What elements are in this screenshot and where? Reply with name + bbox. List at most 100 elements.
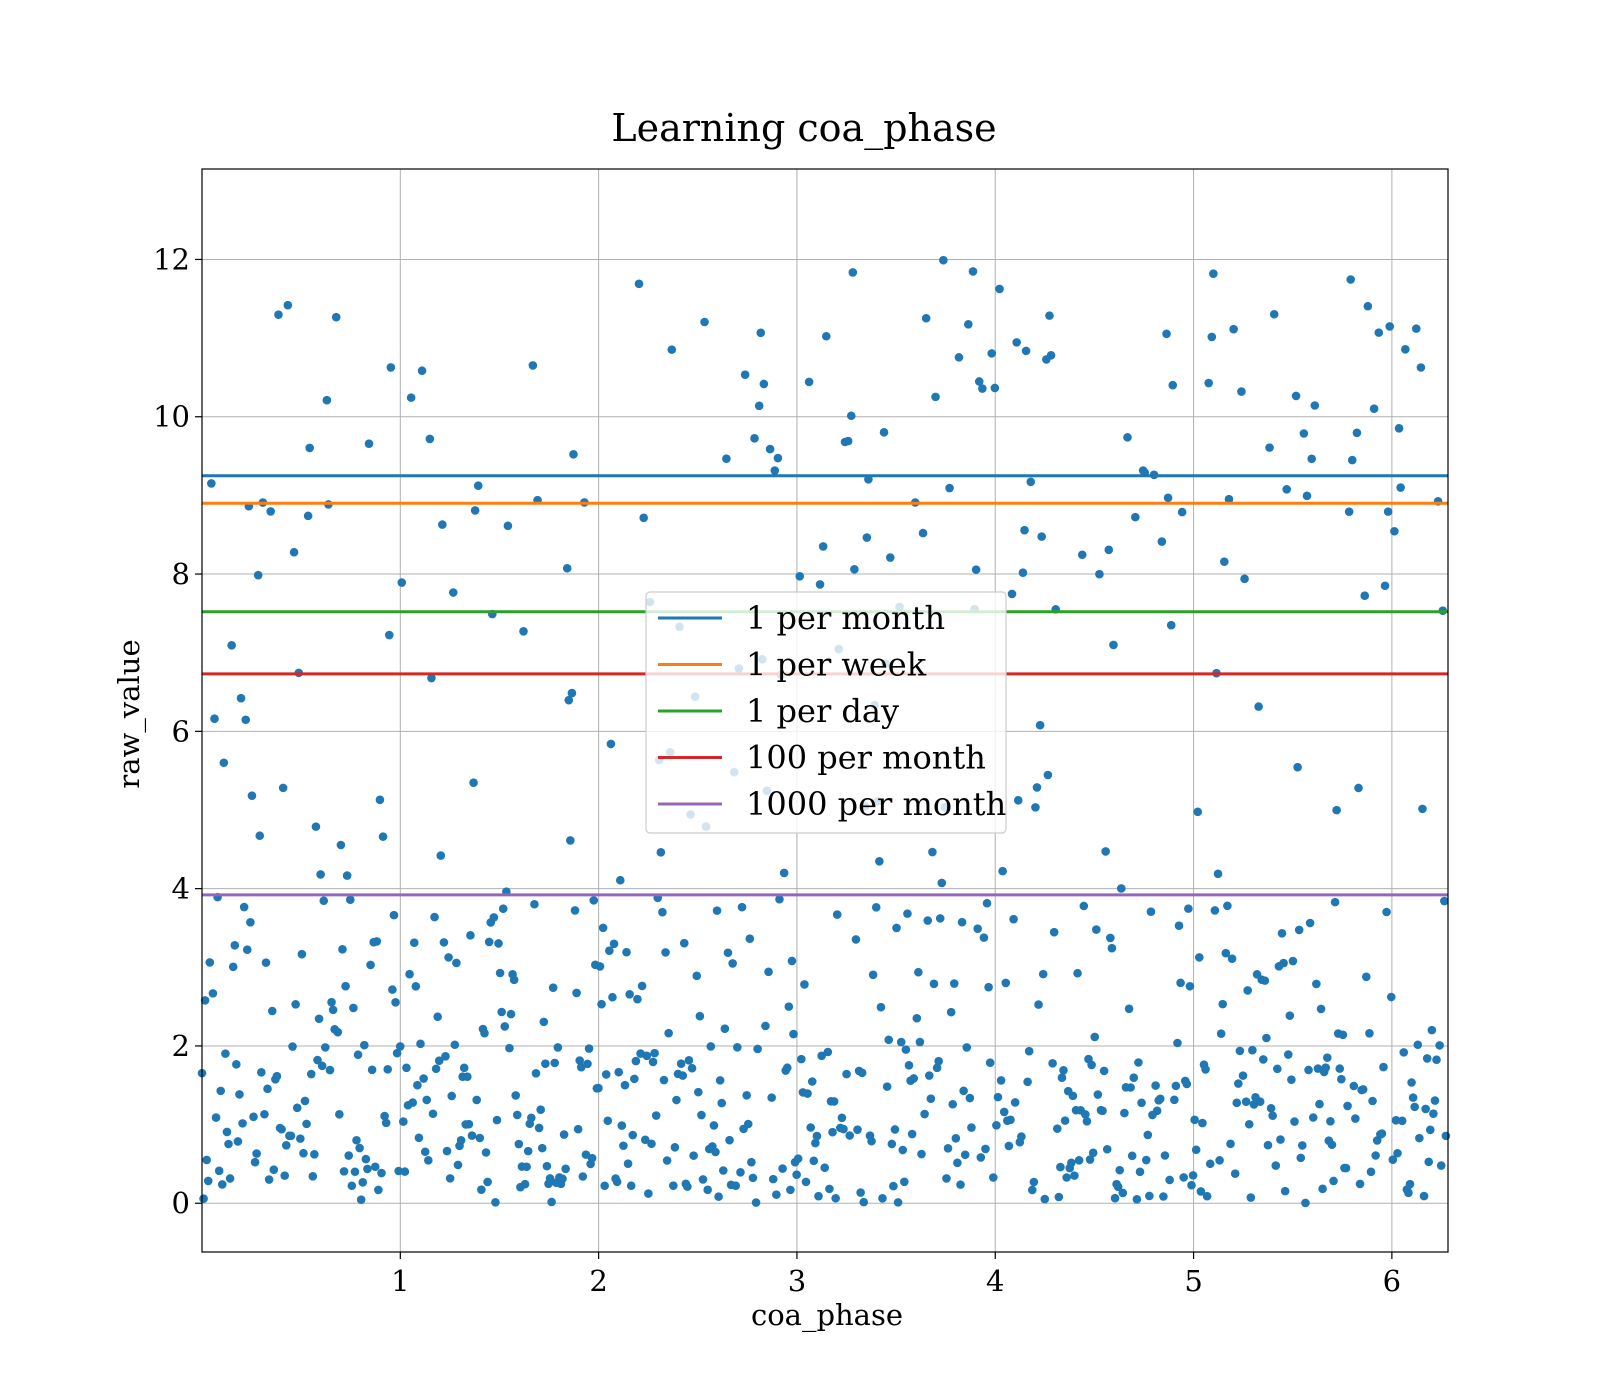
scatter-point bbox=[1037, 532, 1046, 541]
scatter-point bbox=[506, 1009, 516, 1019]
scatter-point bbox=[929, 979, 939, 989]
scatter-point bbox=[1132, 1195, 1142, 1204]
scatter-point bbox=[1365, 1029, 1374, 1038]
scatter-point bbox=[1358, 1085, 1368, 1094]
scatter-point bbox=[1202, 1191, 1212, 1201]
scatter-point bbox=[1198, 1118, 1207, 1128]
scatter-point bbox=[1298, 1141, 1307, 1150]
scatter-point bbox=[1151, 1081, 1160, 1090]
scatter-point bbox=[1419, 1191, 1429, 1201]
scatter-point bbox=[1355, 1179, 1365, 1189]
scatter-point bbox=[491, 1198, 500, 1207]
scatter-point bbox=[434, 1056, 444, 1065]
scatter-point bbox=[527, 1113, 536, 1123]
scatter-point bbox=[843, 436, 853, 446]
scatter-point bbox=[606, 739, 616, 749]
y-axis-label: raw_value bbox=[112, 639, 147, 788]
scatter-point bbox=[464, 1119, 474, 1129]
scatter-point bbox=[1296, 1153, 1306, 1163]
scatter-point bbox=[623, 1159, 633, 1168]
scatter-point bbox=[236, 693, 246, 703]
scatter-point bbox=[1166, 620, 1176, 630]
scatter-point bbox=[238, 1119, 247, 1128]
scatter-point bbox=[505, 1043, 514, 1053]
scatter-point bbox=[1379, 1062, 1388, 1072]
scatter-point bbox=[934, 1056, 943, 1066]
scatter-point bbox=[779, 868, 789, 878]
scatter-point bbox=[1421, 1104, 1430, 1114]
scatter-point bbox=[917, 1149, 926, 1159]
scatter-point bbox=[216, 1086, 226, 1096]
scatter-point bbox=[990, 383, 1000, 393]
scatter-point bbox=[973, 924, 982, 933]
scatter-point bbox=[495, 968, 505, 978]
scatter-point bbox=[221, 1049, 230, 1058]
scatter-point bbox=[1143, 1130, 1153, 1140]
scatter-point bbox=[1110, 1193, 1120, 1203]
scatter-point bbox=[241, 715, 251, 725]
scatter-point bbox=[500, 1022, 510, 1031]
scatter-point bbox=[612, 1177, 622, 1187]
scatter-point bbox=[1104, 545, 1114, 555]
scatter-point bbox=[389, 910, 399, 920]
scatter-point bbox=[949, 979, 959, 988]
scatter-point bbox=[1127, 1151, 1137, 1161]
scatter-point bbox=[1237, 387, 1246, 396]
scatter-point bbox=[754, 401, 764, 411]
scatter-point bbox=[935, 914, 945, 923]
scatter-point bbox=[806, 1123, 815, 1132]
scatter-point bbox=[1048, 1059, 1057, 1068]
scatter-point bbox=[1081, 1110, 1090, 1119]
scatter-point bbox=[349, 1003, 358, 1013]
scatter-point bbox=[1424, 1157, 1434, 1167]
scatter-point bbox=[566, 836, 575, 845]
scatter-point bbox=[1354, 783, 1363, 793]
scatter-point bbox=[498, 904, 508, 914]
scatter-point bbox=[409, 938, 419, 948]
scatter-point bbox=[1432, 1055, 1441, 1065]
scatter-point bbox=[999, 1107, 1009, 1117]
scatter-point bbox=[1388, 1155, 1398, 1164]
scatter-point bbox=[338, 945, 347, 954]
scatter-point bbox=[503, 521, 513, 531]
scatter-point bbox=[1361, 972, 1371, 982]
scatter-point bbox=[700, 317, 709, 327]
y-tick-label: 6 bbox=[172, 714, 190, 748]
scatter-point bbox=[1436, 1161, 1446, 1170]
scatter-point bbox=[890, 1125, 900, 1134]
scatter-point bbox=[859, 1197, 869, 1207]
scatter-point bbox=[469, 778, 478, 787]
scatter-point bbox=[350, 1167, 360, 1177]
scatter-point bbox=[1184, 904, 1193, 913]
scatter-point bbox=[1045, 311, 1054, 320]
scatter-point bbox=[288, 1042, 297, 1051]
scatter-point bbox=[456, 1136, 466, 1145]
scatter-point bbox=[222, 1127, 232, 1137]
scatter-point bbox=[773, 453, 783, 463]
scatter-point bbox=[1265, 443, 1274, 452]
scatter-point bbox=[817, 1051, 826, 1061]
scatter-point bbox=[601, 1070, 611, 1079]
scatter-point bbox=[1416, 363, 1426, 372]
scatter-point bbox=[670, 1143, 680, 1152]
scatter-point bbox=[1308, 1113, 1318, 1122]
scatter-point bbox=[943, 1144, 953, 1153]
scatter-point bbox=[1235, 1046, 1245, 1056]
scatter-point bbox=[1404, 1188, 1413, 1198]
scatter-point bbox=[650, 1048, 659, 1058]
scatter-point bbox=[1062, 1173, 1071, 1182]
scatter-point bbox=[792, 1170, 801, 1179]
scatter-point bbox=[1232, 1098, 1242, 1108]
scatter-point bbox=[1101, 847, 1110, 856]
legend-box bbox=[645, 591, 1007, 834]
scatter-point bbox=[228, 962, 238, 972]
scatter-point bbox=[1093, 1090, 1103, 1099]
scatter-point bbox=[995, 284, 1004, 294]
scatter-point bbox=[879, 428, 889, 437]
scatter-point bbox=[447, 1091, 457, 1101]
scatter-point bbox=[1369, 404, 1379, 413]
scatter-point bbox=[871, 903, 881, 912]
scatter-point bbox=[1137, 1098, 1146, 1108]
scatter-point bbox=[1341, 1163, 1351, 1173]
scatter-point bbox=[320, 1043, 330, 1052]
